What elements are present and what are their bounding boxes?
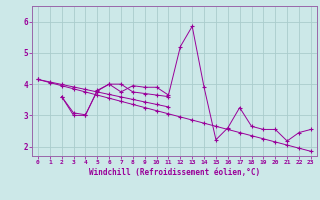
X-axis label: Windchill (Refroidissement éolien,°C): Windchill (Refroidissement éolien,°C) [89, 168, 260, 177]
